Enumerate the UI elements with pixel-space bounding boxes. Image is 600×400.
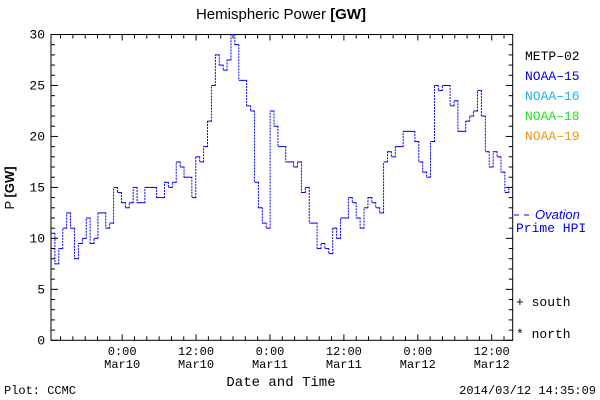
svg-text:Mar10: Mar10 [104,358,140,372]
svg-text:NOAA–15: NOAA–15 [525,69,580,84]
svg-text:10: 10 [29,232,45,247]
svg-text:+ south: + south [516,295,571,310]
svg-text:12:00: 12:00 [178,345,214,359]
svg-text:Hemispheric Power [GW]: Hemispheric Power [GW] [196,6,366,23]
svg-text:0: 0 [37,334,45,349]
svg-text:12:00: 12:00 [326,345,362,359]
svg-text:0:00: 0:00 [403,345,432,359]
svg-text:0:00: 0:00 [108,345,137,359]
svg-text:Mar12: Mar12 [400,358,436,372]
svg-text:Mar11: Mar11 [252,358,288,372]
svg-text:30: 30 [29,28,45,43]
svg-text:12:00: 12:00 [474,345,510,359]
svg-text:0:00: 0:00 [256,345,285,359]
svg-text:Mar12: Mar12 [474,358,510,372]
svg-text:Date and Time: Date and Time [226,375,335,391]
svg-text:NOAA–18: NOAA–18 [525,109,580,124]
svg-text:NOAA–19: NOAA–19 [525,129,580,144]
svg-text:* north: * north [516,327,571,342]
svg-text:Mar10: Mar10 [178,358,214,372]
svg-text:P [GW]: P [GW] [2,166,17,209]
svg-text:Ovation: Ovation [535,207,580,222]
svg-text:Mar11: Mar11 [326,358,362,372]
svg-text:5: 5 [37,283,45,298]
svg-text:15: 15 [29,181,45,196]
svg-text:METP–02: METP–02 [525,49,580,64]
svg-text:Prime HPI: Prime HPI [516,221,586,236]
svg-text:2014/03/12 14:35:09: 2014/03/12 14:35:09 [459,384,596,398]
svg-text:NOAA–16: NOAA–16 [525,89,580,104]
svg-text:25: 25 [29,79,45,94]
svg-text:Plot: CCMC: Plot: CCMC [4,384,76,398]
svg-text:20: 20 [29,130,45,145]
